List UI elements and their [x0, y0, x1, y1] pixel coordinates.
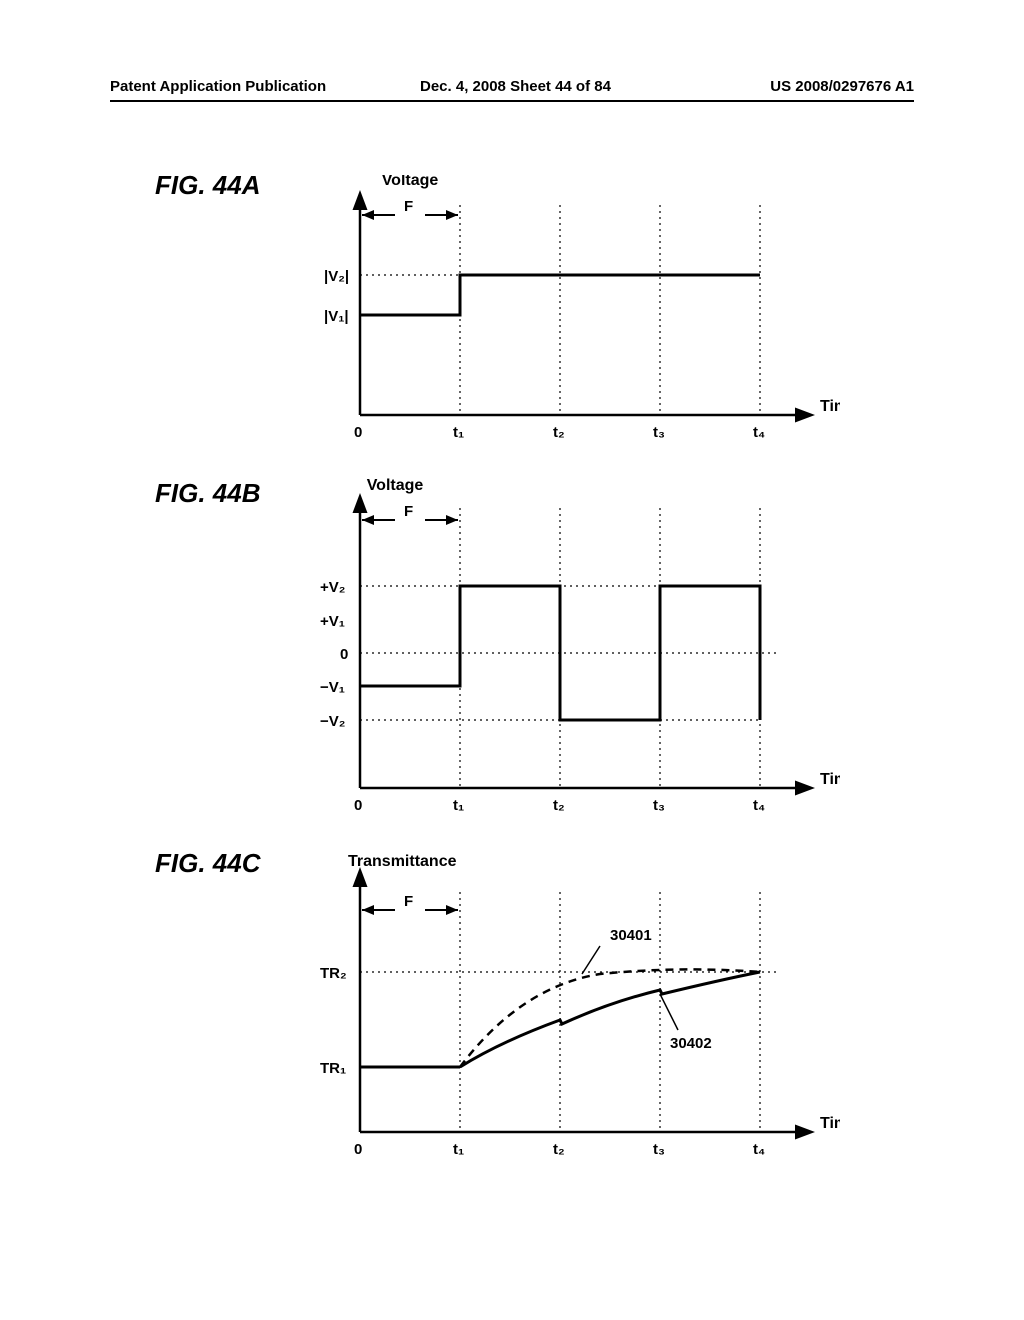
fig-b-chart: F Voltage Time +V₂ +V₁ 0 −V₁ −V₂ 0 t₁ t₂…	[300, 478, 840, 828]
fig-b-xtick-4: t₄	[753, 797, 765, 814]
fig-a-xtick-2: t₂	[553, 424, 565, 441]
fig-c-ytick-1: TR₁	[320, 1060, 346, 1077]
fig-b-ytick-0: +V₂	[320, 579, 345, 596]
fig-a-ytick-1: |V₁|	[324, 308, 349, 325]
fig-b-xaxis: Time	[820, 771, 840, 788]
fig-b-xtick-2: t₂	[553, 797, 565, 814]
fig-b-ytick-3: −V₁	[320, 679, 345, 696]
fig-c-callout-0: 30401	[610, 927, 652, 944]
fig-b-ytick-1: +V₁	[320, 613, 345, 630]
fig-c-xtick-4: t₄	[753, 1141, 765, 1158]
fig-a-xtick-3: t₃	[653, 424, 665, 441]
header-rule	[110, 100, 914, 102]
fig-b-ytick-4: −V₂	[320, 713, 345, 730]
fig-c-xtick-3: t₃	[653, 1141, 665, 1158]
fig-b-xtick-3: t₃	[653, 797, 665, 814]
fig-c-chart: F 30401 30402 Transmittance Time TR₂ TR₁…	[300, 852, 840, 1172]
fig-b-xtick-0: 0	[354, 797, 362, 814]
header-center: Dec. 4, 2008 Sheet 44 of 84	[420, 78, 611, 95]
fig-c-callout-1: 30402	[670, 1035, 712, 1052]
fig-b-label: FIG. 44B	[155, 478, 260, 509]
fig-a-xtick-4: t₄	[753, 424, 765, 441]
fig-c-xaxis: Time	[820, 1115, 840, 1132]
fig-a-xtick-1: t₁	[453, 424, 464, 441]
fig-a-ytick-0: |V₂|	[324, 268, 349, 285]
fig-a-chart: F Voltage Time |V₂| |V₁| 0 t₁ t₂ t₃ t₄	[300, 175, 840, 455]
header-left: Patent Application Publication	[110, 78, 326, 95]
fig-c-ytick-0: TR₂	[320, 965, 347, 982]
fig-a-label: FIG. 44A	[155, 170, 260, 201]
fig-a-F: F	[404, 198, 413, 215]
fig-a-xtick-0: 0	[354, 424, 362, 441]
fig-b-ytick-2: 0	[340, 646, 348, 663]
fig-a-yaxis: Voltage	[382, 175, 439, 189]
fig-b-yaxis: Voltage	[367, 478, 424, 494]
fig-b-F: F	[404, 503, 413, 520]
fig-c-yaxis: Transmittance	[348, 853, 457, 870]
fig-c-F: F	[404, 893, 413, 910]
fig-a-xaxis: Time	[820, 398, 840, 415]
fig-b-xtick-1: t₁	[453, 797, 464, 814]
fig-c-label: FIG. 44C	[155, 848, 260, 879]
fig-c-xtick-0: 0	[354, 1141, 362, 1158]
header-right: US 2008/0297676 A1	[770, 78, 914, 95]
fig-c-xtick-2: t₂	[553, 1141, 565, 1158]
fig-c-xtick-1: t₁	[453, 1141, 464, 1158]
page: Patent Application Publication Dec. 4, 2…	[0, 0, 1024, 1320]
